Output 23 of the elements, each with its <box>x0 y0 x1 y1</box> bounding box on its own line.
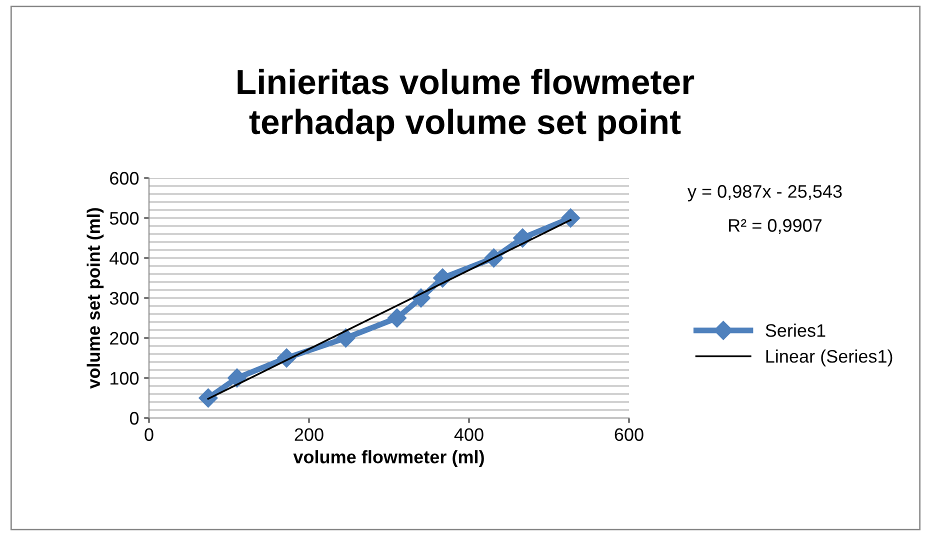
point <box>561 208 580 228</box>
point <box>336 328 356 348</box>
y-tick-label: 300 <box>110 292 139 305</box>
x-tick-label: 600 <box>614 428 644 441</box>
x-tick-label: 0 <box>144 428 154 441</box>
y-tick-label: 600 <box>110 172 139 185</box>
point <box>227 368 247 388</box>
text: R² = 0,9907 <box>729 219 822 234</box>
y-tick-label: 400 <box>110 252 139 265</box>
legend-label: Linear (Series1) <box>766 350 892 366</box>
x-tick-label: 400 <box>454 428 484 441</box>
text: y = 0,987x - 25,543 <box>688 185 842 202</box>
y-tick-label: 100 <box>110 372 139 385</box>
point <box>198 388 218 408</box>
legend-label: Series1 <box>766 324 826 337</box>
y-tick-label: 500 <box>110 212 139 225</box>
x-axis-title: volume flowmeter (ml) <box>293 450 484 467</box>
point <box>387 308 407 328</box>
x-tick-label: 200 <box>294 428 324 441</box>
chart-title: Linieritas volume flowmeter terhadap volume set point <box>238 68 694 142</box>
y-tick-label: 200 <box>110 332 139 345</box>
y-tick-label: 0 <box>130 412 139 425</box>
y-axis-title: volume set point (ml) <box>86 208 104 389</box>
